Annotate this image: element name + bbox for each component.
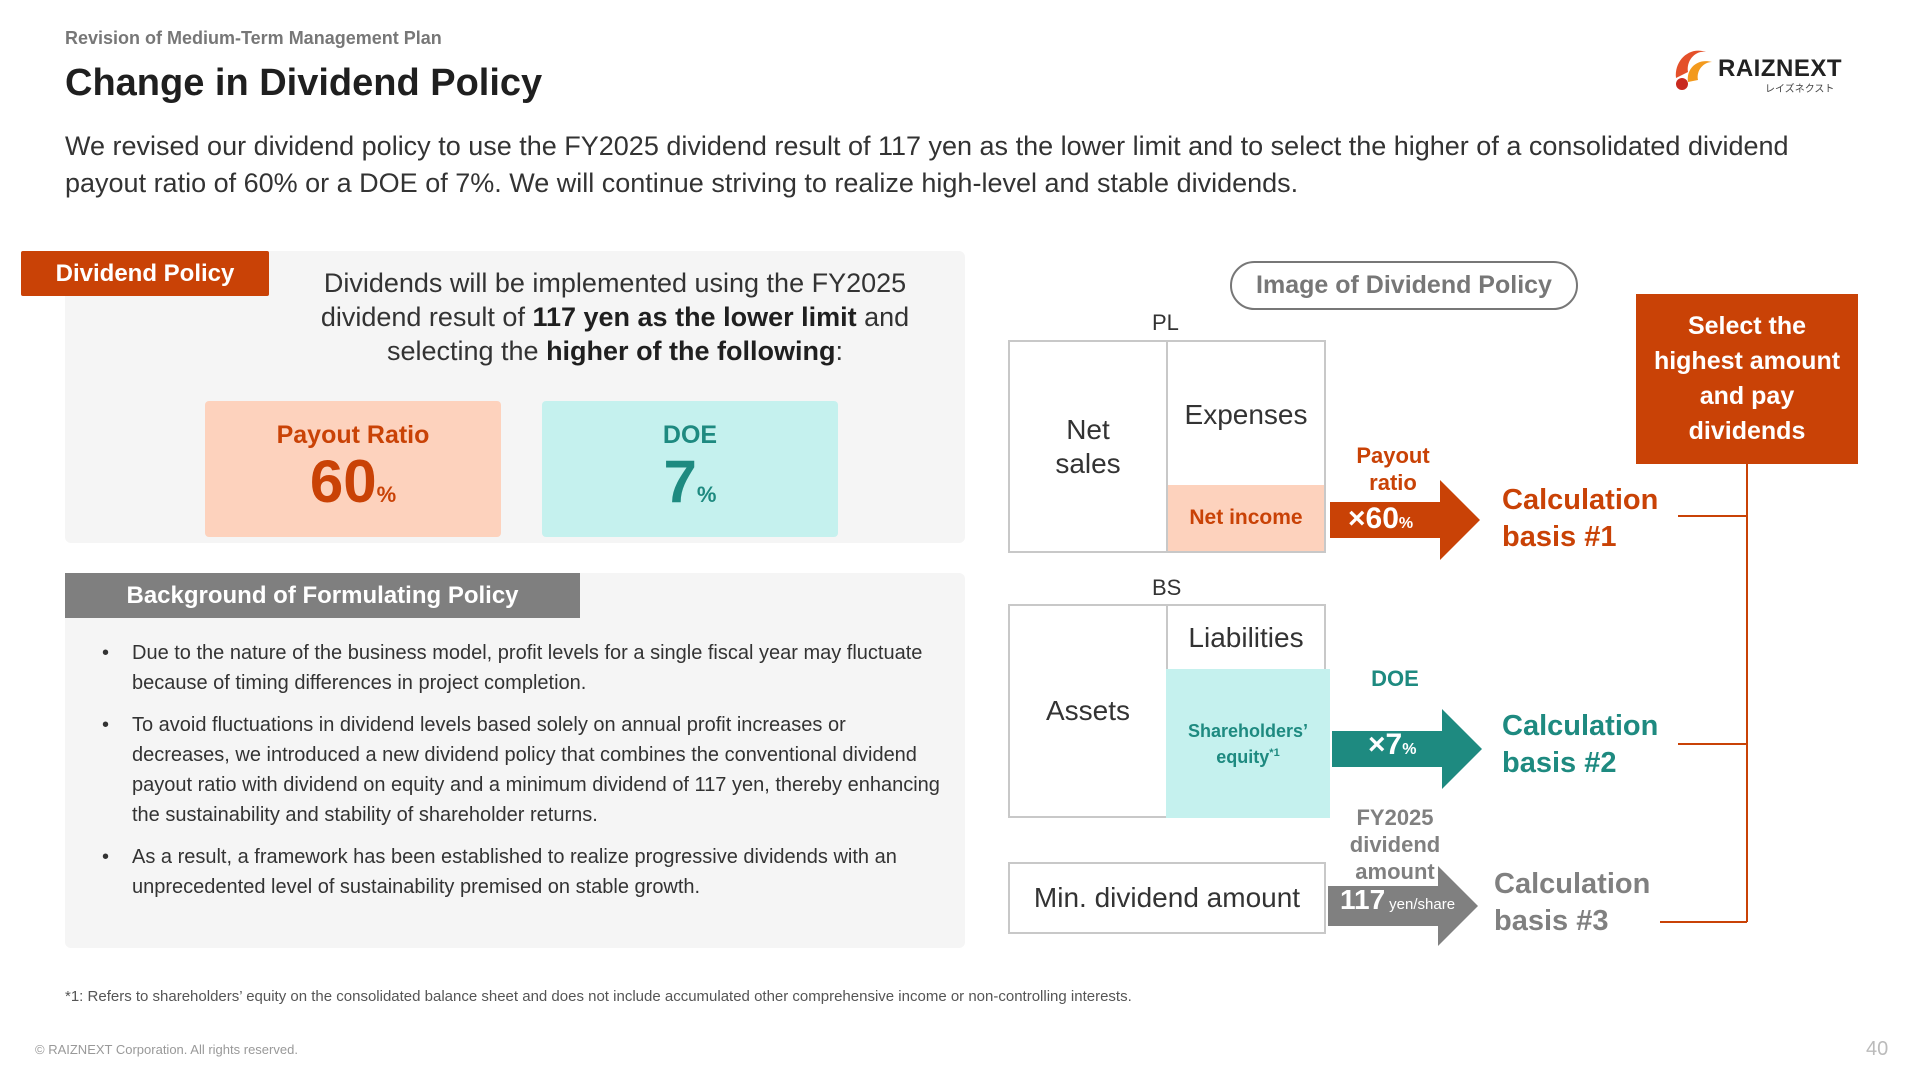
raiznext-logo-icon [1675, 50, 1712, 90]
fy2025-dividend-heading: FY2025 dividend amount [1349, 805, 1441, 884]
calculation-basis-1: Calculation basis #1 [1502, 484, 1659, 553]
diagram-title: Image of Dividend Policy [1230, 261, 1578, 310]
calculation-basis-2: Calculation basis #2 [1502, 710, 1659, 779]
doe-label: DOE [662, 421, 718, 449]
doe-heading: DOE [1371, 666, 1419, 691]
doe-unit: % [696, 482, 717, 507]
doe-card: DOE 7% [542, 401, 838, 537]
list-item: Due to the nature of the business model,… [100, 638, 940, 698]
background-tab-label: Background of Formulating Policy [65, 573, 580, 618]
logo-wordmark: RAIZNEXT [1718, 55, 1842, 82]
min-dividend-value: 117 yen/share [1340, 884, 1456, 915]
doe-multiplier: ×7% [1368, 728, 1417, 761]
expenses-box: Expenses [1166, 340, 1326, 487]
footnote: *1: Refers to shareholders’ equity on th… [65, 988, 1132, 1005]
net-sales-box: Net sales [1008, 340, 1168, 553]
assets-box: Assets [1008, 604, 1168, 818]
payout-ratio-value: 60 [309, 448, 377, 515]
payout-ratio-unit: % [376, 482, 397, 507]
doe-value: 7 [663, 448, 697, 515]
policy-tab-label: Dividend Policy [21, 251, 269, 296]
page-title: Change in Dividend Policy [65, 62, 543, 104]
background-bullet-list: Due to the nature of the business model,… [100, 638, 940, 914]
payout-ratio-card: Payout Ratio 60% [205, 401, 501, 537]
copyright: © RAIZNEXT Corporation. All rights reser… [35, 1042, 298, 1057]
pl-label: PL [1152, 310, 1179, 335]
payout-ratio-heading: Payout ratio [1356, 443, 1430, 495]
list-item: As a result, a framework has been establ… [100, 842, 940, 902]
list-item: To avoid fluctuations in dividend levels… [100, 710, 940, 830]
policy-description: Dividends will be implemented using the … [320, 268, 910, 366]
section-kicker: Revision of Medium-Term Management Plan [65, 28, 442, 48]
logo-subtext: レイズネクスト [1765, 84, 1835, 95]
payout-arrow-icon [1330, 480, 1480, 560]
min-dividend-box: Min. dividend amount [1008, 862, 1326, 934]
calculation-basis-3: Calculation basis #3 [1494, 868, 1651, 937]
shareholders-equity-box: Shareholders’ equity*1 [1166, 669, 1330, 818]
select-highest-box: Select the highest amount and pay divide… [1636, 294, 1858, 464]
payout-ratio-label: Payout Ratio [276, 421, 430, 449]
page-number: 40 [1866, 1038, 1889, 1060]
payout-multiplier: ×60% [1348, 502, 1414, 535]
bs-label: BS [1152, 575, 1182, 600]
doe-arrow-icon [1332, 709, 1482, 789]
net-income-box: Net income [1166, 485, 1326, 553]
lead-paragraph: We revised our dividend policy to use th… [65, 131, 1789, 198]
min-dividend-arrow-icon [1328, 866, 1478, 946]
liabilities-box: Liabilities [1166, 604, 1326, 670]
